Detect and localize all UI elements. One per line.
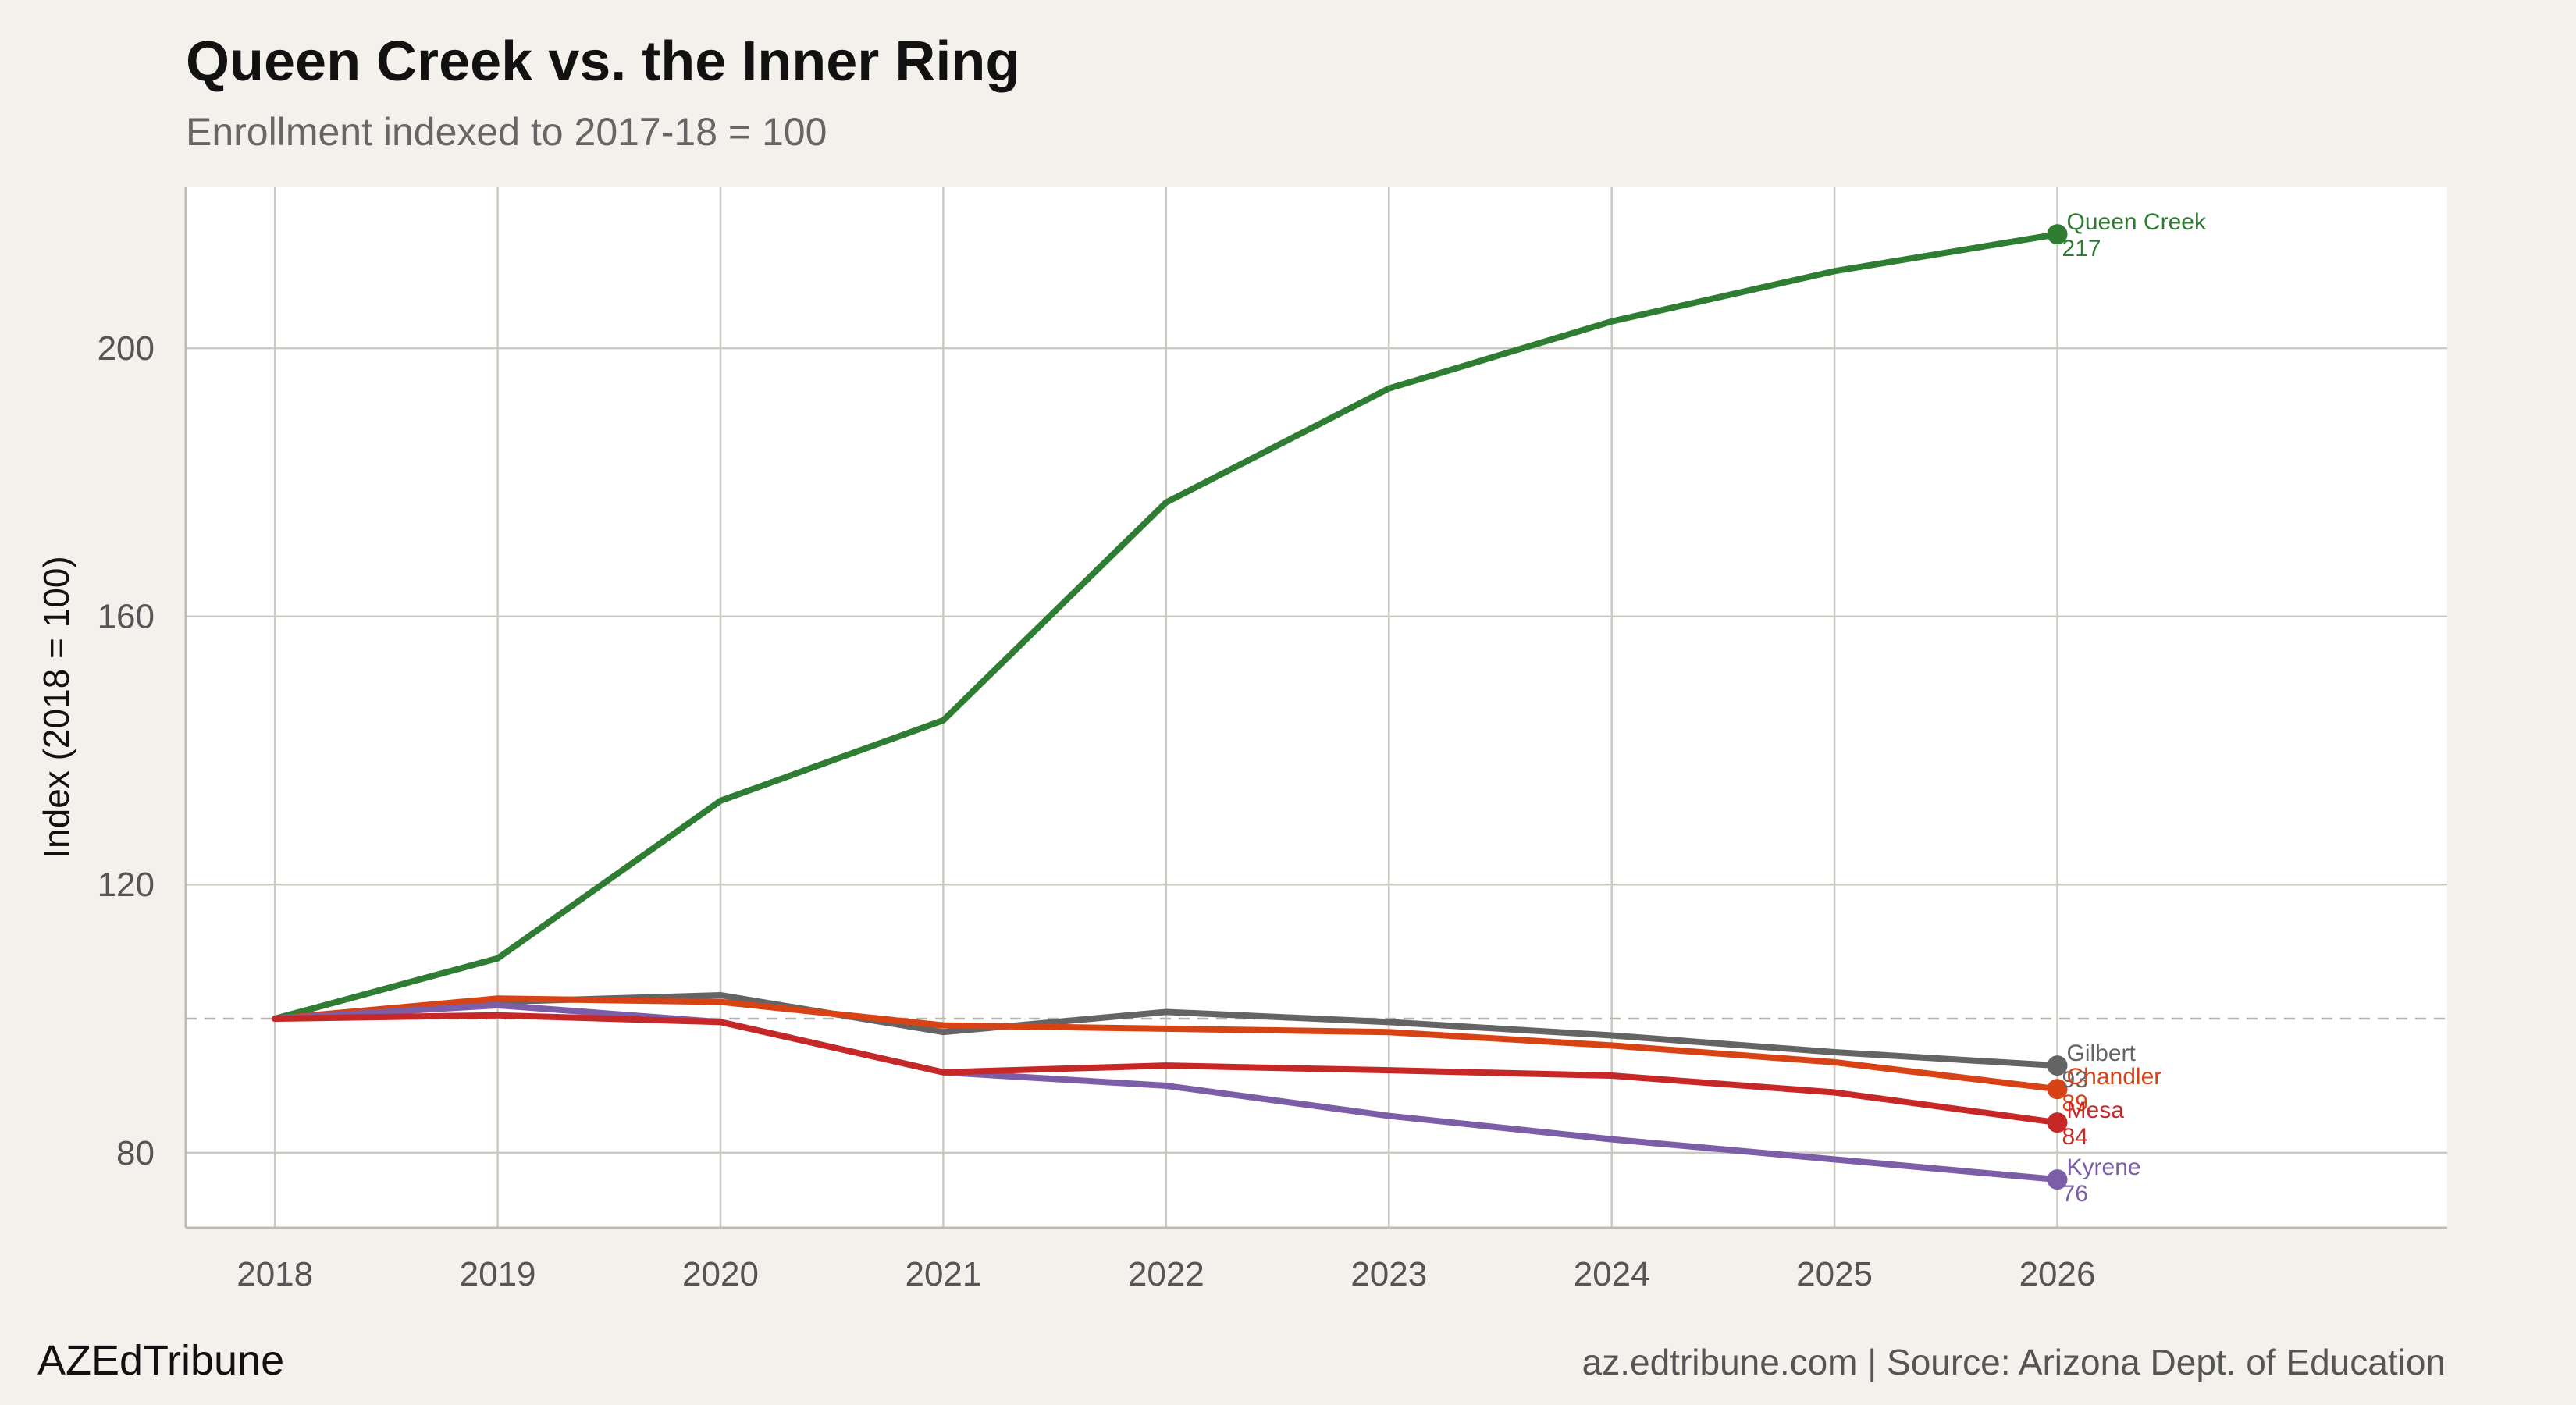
x-tick-label: 2018 — [237, 1255, 313, 1293]
end-label-name-kyrene: Kyrene — [2067, 1154, 2141, 1180]
end-label-value-kyrene: 76 — [2062, 1181, 2088, 1207]
x-tick-label: 2020 — [682, 1255, 759, 1293]
y-tick-label: 120 — [98, 866, 155, 904]
x-tick-label: 2022 — [1128, 1255, 1204, 1293]
plot-panel — [186, 187, 2447, 1228]
end-marker-kyrene — [2047, 1169, 2068, 1190]
axis-tick-labels: 2018 2019 2020 2021 2022 2023 2024 2025 2026 80 12… — [98, 329, 2096, 1293]
series-line-mesa — [272, 1012, 2061, 1126]
source-credit: az.edtribune.com | Source: Arizona Dept.… — [1582, 1342, 2446, 1382]
y-axis-label: Index (2018 = 100) — [36, 556, 76, 858]
series-lines — [272, 231, 2061, 1183]
end-marker-chandler — [2047, 1079, 2068, 1100]
y-tick-label: 200 — [98, 329, 155, 368]
end-marker-gilbert — [2047, 1055, 2068, 1076]
end-label-value-chandler: 89 — [2062, 1090, 2088, 1116]
x-tick-label: 2019 — [460, 1255, 536, 1293]
series-line-chandler — [272, 995, 2061, 1093]
x-tick-label: 2021 — [905, 1255, 981, 1293]
x-tick-label: 2026 — [2019, 1255, 2096, 1293]
end-label-name-queen-creek: Queen Creek — [2067, 209, 2207, 235]
end-label-name-chandler: Chandler — [2067, 1064, 2162, 1090]
end-label-value-queen-creek: 217 — [2062, 236, 2101, 261]
end-label-value-gilbert: 93 — [2062, 1067, 2088, 1093]
series-line-kyrene — [272, 1001, 2061, 1183]
end-label-name-mesa: Mesa — [2067, 1097, 2125, 1123]
x-tick-label: 2023 — [1350, 1255, 1427, 1293]
grid-lines — [186, 187, 2447, 1228]
series-line-queen-creek — [272, 231, 2061, 1023]
end-marker-queen-creek — [2047, 224, 2068, 245]
end-markers — [2047, 224, 2068, 1190]
chart-subtitle: Enrollment indexed to 2017-18 = 100 — [186, 110, 827, 154]
y-tick-label: 80 — [116, 1134, 155, 1172]
x-tick-label: 2024 — [1574, 1255, 1650, 1293]
x-tick-label: 2025 — [1796, 1255, 1873, 1293]
end-label-value-mesa: 84 — [2062, 1124, 2088, 1150]
end-label-name-gilbert: Gilbert — [2067, 1040, 2137, 1066]
chart-title: Queen Creek vs. the Inner Ring — [186, 30, 1020, 93]
y-tick-label: 160 — [98, 598, 155, 636]
end-marker-mesa — [2047, 1112, 2068, 1133]
brand-name: AZEdTribune — [37, 1337, 285, 1384]
